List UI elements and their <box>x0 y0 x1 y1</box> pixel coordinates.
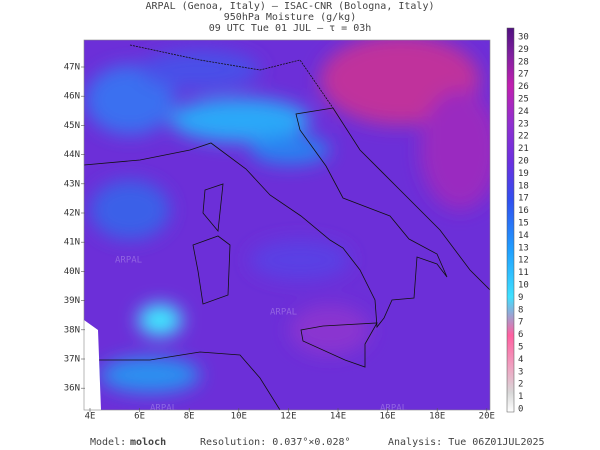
watermark: ARPAL <box>380 404 407 414</box>
colorbar-label: 20 <box>518 157 529 167</box>
lon-label: 6E <box>134 412 145 422</box>
colorbar-label: 13 <box>518 243 529 253</box>
colorbar-label: 23 <box>518 119 529 129</box>
colorbar-label: 1 <box>518 392 523 402</box>
colorbar-label: 24 <box>518 107 529 117</box>
lat-label: 42N <box>64 209 80 219</box>
colorbar-label: 21 <box>518 144 529 154</box>
moisture-field: ARPAL ARPAL ARPAL ARPAL <box>84 40 490 414</box>
colorbar-label: 17 <box>518 194 529 204</box>
lon-label: 12E <box>280 412 296 422</box>
colorbar-label: 0 <box>518 405 523 415</box>
colorbar <box>506 27 515 413</box>
colorbar-label: 25 <box>518 95 529 105</box>
colorbar-label: 9 <box>518 293 523 303</box>
header-line: 950hPa Moisture (g/kg) <box>224 12 356 23</box>
map-frame <box>83 39 491 411</box>
colorbar-label: 22 <box>518 132 529 142</box>
colorbar-label: 8 <box>518 305 523 315</box>
lon-label: 20E <box>479 412 495 422</box>
colorbar-label: 26 <box>518 82 529 92</box>
lat-label: 37N <box>64 355 80 365</box>
lat-label: 44N <box>64 150 80 160</box>
colorbar-label: 16 <box>518 206 529 216</box>
colorbar-label: 29 <box>518 45 529 55</box>
watermark: ARPAL <box>270 308 297 318</box>
colorbar-label: 18 <box>518 181 529 191</box>
lon-label: 18E <box>429 412 445 422</box>
colorbar-label: 10 <box>518 281 529 291</box>
lat-label: 38N <box>64 325 80 335</box>
colorbar-label: 2 <box>518 380 523 390</box>
footer-model: moloch <box>130 437 166 448</box>
lat-label: 47N <box>64 63 80 73</box>
lat-label: 41N <box>64 238 80 248</box>
colorbar-label: 11 <box>518 268 529 278</box>
colorbar-label: 12 <box>518 256 529 266</box>
lon-label: 10E <box>231 412 247 422</box>
lat-label: 39N <box>64 296 80 306</box>
lat-label: 40N <box>64 267 80 277</box>
footer-resolution: Resolution: 0.037°×0.028° <box>200 437 351 448</box>
colorbar-label: 6 <box>518 330 523 340</box>
colorbar-label: 7 <box>518 318 523 328</box>
colorbar-label: 3 <box>518 367 523 377</box>
lon-label: 4E <box>85 412 96 422</box>
colorbar-label: 30 <box>518 33 529 43</box>
lon-label: 8E <box>184 412 195 422</box>
header-line: ARPAL (Genoa, Italy) — ISAC-CNR (Bologna… <box>146 1 435 12</box>
colorbar-label: 4 <box>518 355 523 365</box>
footer-analysis: Analysis: Tue 06Z01JUL2025 <box>388 437 545 448</box>
lon-label: 16E <box>379 412 395 422</box>
footer-label: Model: <box>90 437 126 448</box>
lat-label: 46N <box>64 92 80 102</box>
lon-label: 14E <box>330 412 346 422</box>
watermark: ARPAL <box>150 404 177 414</box>
colorbar-label: 14 <box>518 231 529 241</box>
lat-label: 36N <box>64 384 80 394</box>
colorbar-label: 28 <box>518 57 529 67</box>
colorbar-label: 27 <box>518 70 529 80</box>
colorbar-label: 19 <box>518 169 529 179</box>
colorbar-label: 5 <box>518 343 523 353</box>
header-line: 09 UTC Tue 01 JUL — τ = 03h <box>209 23 372 34</box>
watermark: ARPAL <box>115 256 142 266</box>
colorbar-label: 15 <box>518 219 529 229</box>
lat-label: 43N <box>64 179 80 189</box>
lat-label: 45N <box>64 121 80 131</box>
